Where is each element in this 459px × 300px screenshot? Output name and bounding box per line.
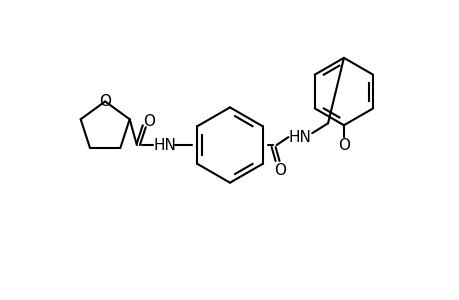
Text: HN: HN (153, 137, 176, 152)
Text: HN: HN (288, 130, 311, 145)
Text: O: O (337, 137, 349, 152)
Text: O: O (274, 163, 286, 178)
Text: O: O (99, 94, 111, 109)
Text: O: O (142, 114, 154, 129)
